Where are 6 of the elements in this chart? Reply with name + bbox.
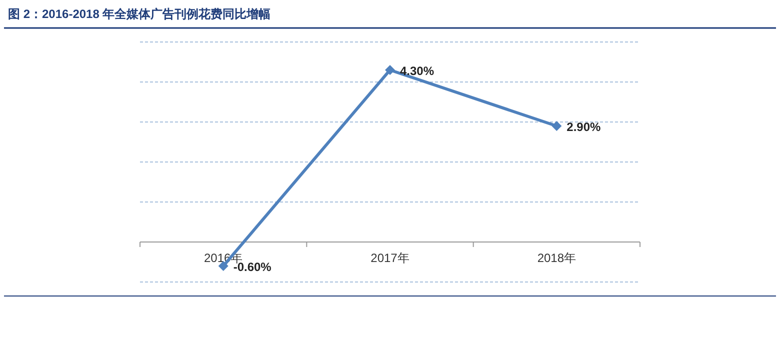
data-label: 4.30% [400, 64, 434, 78]
data-label: -0.60% [233, 260, 272, 274]
x-tick-label: 2017年 [370, 251, 410, 265]
chart-title: 图 2：2016-2018 年全媒体广告刊例花费同比增幅 [8, 7, 271, 21]
x-tick-label: 2018年 [537, 251, 576, 265]
data-label: 2.90% [566, 120, 602, 134]
